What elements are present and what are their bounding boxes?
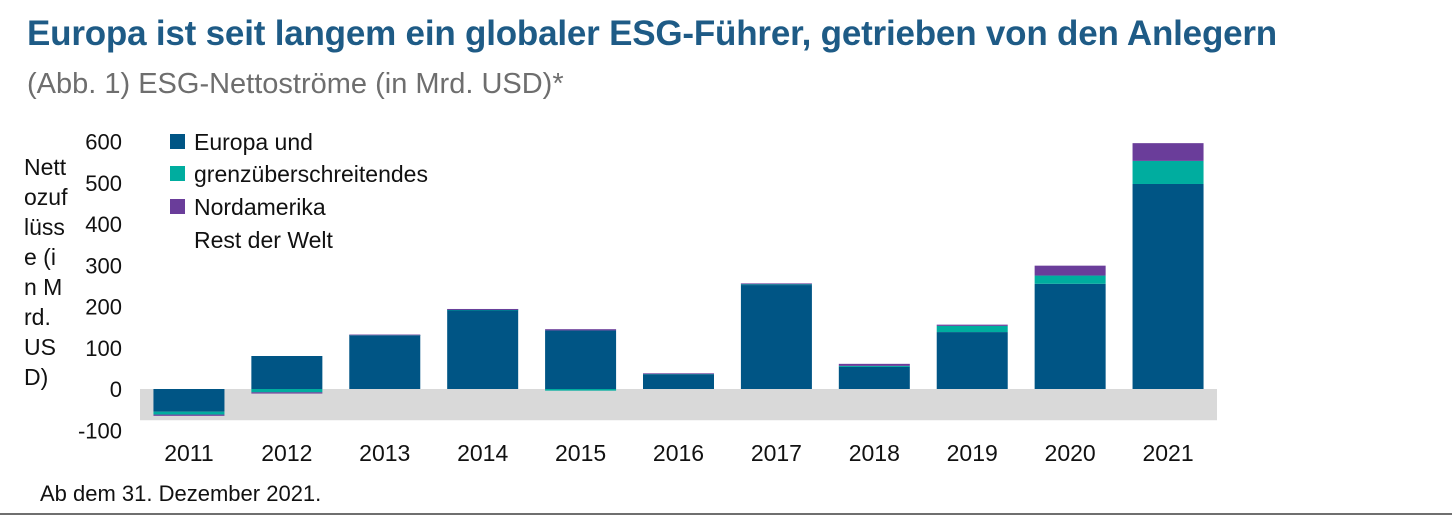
bar-grenz-2011 (153, 411, 225, 415)
x-tick-label: 2013 (359, 440, 410, 466)
y-tick-label: 400 (85, 212, 122, 237)
bar-europa-2021 (1132, 183, 1204, 389)
x-tick-labels: 2011 2012 2013 2014 2015 2016 2017 2018 2019 2020… (164, 440, 1193, 466)
bar-grenz-2020 (1034, 275, 1106, 284)
negative-value-band (140, 389, 1217, 421)
negative-band-layer (140, 389, 1217, 421)
y-tick-label: 0 (110, 377, 122, 402)
bar-nordamerika-2015 (545, 329, 617, 331)
bar-europa-2011 (153, 389, 225, 412)
bar-europa-2013 (349, 335, 421, 389)
y-tick-label: -100 (78, 418, 122, 443)
legend-label: Nordamerika (194, 194, 326, 220)
legend-label: Rest der Welt (194, 227, 334, 253)
bar-nordamerika-2013 (349, 334, 421, 336)
bars-layer (153, 143, 1204, 416)
bar-nordamerika-2016 (643, 373, 714, 375)
chart-subtitle: (Abb. 1) ESG-Nettoströme (in Mrd. USD)* (27, 68, 564, 100)
x-tick-label: 2020 (1045, 440, 1096, 466)
bar-grenz-2018 (838, 365, 910, 367)
x-tick-label: 2017 (751, 440, 802, 466)
y-tick-label: 100 (85, 336, 122, 361)
bar-nordamerika-2020 (1034, 265, 1106, 276)
bar-europa-2015 (545, 330, 617, 389)
y-tick-labels: -100 0 100 200 300 400 500 600 (78, 130, 122, 444)
legend-label: grenzüberschreitendes (194, 161, 428, 187)
legend-label: Europa und (194, 129, 313, 155)
y-axis-label: Nettozuflüsse (in Mrd. USD) (24, 154, 68, 390)
y-tick-label: 200 (85, 295, 122, 320)
bar-nordamerika-2018 (838, 363, 910, 366)
x-tick-label: 2018 (849, 440, 900, 466)
bar-grenz-2015 (545, 389, 617, 391)
x-tick-label: 2012 (261, 440, 312, 466)
bar-grenz-2021 (1132, 160, 1204, 184)
x-tick-label: 2019 (947, 440, 998, 466)
legend-swatch-europa (170, 134, 185, 149)
y-tick-label: 500 (85, 171, 122, 196)
x-tick-label: 2021 (1142, 440, 1193, 466)
bar-europa-2014 (447, 309, 519, 389)
legend: Europa und grenzüberschreitendes Nordameri… (170, 129, 428, 253)
bar-grenz-2019 (936, 325, 1008, 333)
bar-europa-2017 (740, 285, 812, 389)
bar-europa-2020 (1034, 283, 1106, 389)
bar-europa-2012 (251, 356, 323, 389)
x-tick-label: 2015 (555, 440, 606, 466)
bar-grenz-2017 (740, 283, 812, 286)
bar-nordamerika-2011 (153, 414, 225, 416)
bar-nordamerika-2014 (447, 308, 519, 310)
bar-nordamerika-2017 (740, 283, 812, 285)
legend-swatch-grenz (170, 166, 185, 181)
bar-nordamerika-2019 (936, 324, 1008, 326)
bar-europa-2018 (838, 366, 910, 389)
bar-nordamerika-2021 (1132, 143, 1204, 161)
footnote: Ab dem 31. Dezember 2021. (40, 481, 322, 506)
y-tick-label: 300 (85, 253, 122, 278)
bar-europa-2019 (936, 332, 1008, 389)
x-tick-label: 2011 (164, 440, 213, 466)
bar-grenz-2012 (251, 389, 323, 393)
legend-swatch-nordamerika (170, 199, 185, 214)
bar-europa-2016 (643, 374, 714, 389)
bar-nordamerika-2012 (251, 392, 323, 394)
x-tick-label: 2016 (653, 440, 704, 466)
y-tick-label: 600 (85, 130, 122, 155)
x-tick-label: 2014 (457, 440, 508, 466)
bottom-rule (0, 513, 1452, 515)
chart-title: Europa ist seit langem ein globaler ESG-… (27, 14, 1277, 53)
